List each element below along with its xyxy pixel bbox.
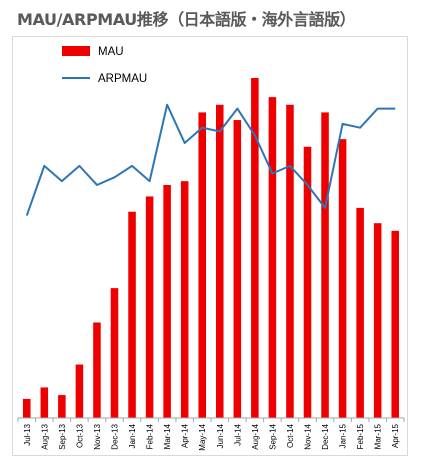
mau-bar-nov-14: [303, 146, 312, 418]
legend-mau-swatch: [62, 46, 90, 56]
x-tick-label-oct-14: Oct-14: [286, 423, 295, 448]
mau-bar-aug-13: [40, 387, 49, 418]
x-tick-label-jul-13: Jul-13: [23, 423, 32, 445]
x-tick-label-may-14: May-14: [198, 423, 207, 450]
mau-bar-jul-14: [233, 120, 242, 418]
x-tick-label-nov-13: Nov-13: [93, 423, 102, 449]
chart-frame: [12, 36, 408, 456]
x-tick-label-jul-14: Jul-14: [233, 423, 242, 445]
x-tick-label-nov-14: Nov-14: [304, 423, 313, 449]
legend-arpmau-label: ARPMAU: [98, 73, 147, 85]
x-tick-label-apr-14: Apr-14: [181, 423, 190, 448]
mau-bar-apr-14: [180, 181, 189, 418]
mau-bar-jun-14: [216, 104, 224, 418]
x-tick-label-dec-14: Dec-14: [321, 423, 330, 449]
x-tick-label-sep-13: Sep-13: [58, 423, 67, 449]
x-tick-label-feb-14: Feb-14: [146, 423, 155, 449]
mau-bar-sep-13: [58, 395, 66, 418]
x-tick-label-mar-14: Mar-14: [163, 423, 172, 449]
x-tick-label-oct-13: Oct-13: [75, 423, 84, 448]
x-tick-labels: Jul-13 Aug-13 Sep-13 Oct-13 Nov-13 Dec-13 Jan-…: [23, 423, 400, 450]
arpmau-line: [25, 103, 396, 216]
mau-bar-sep-14: [268, 97, 277, 419]
mau-bar-jul-13: [23, 398, 31, 418]
mau-bar-mar-14: [163, 184, 171, 418]
mau-bar-oct-14: [286, 104, 294, 418]
mau-bar-aug-14: [251, 78, 259, 419]
x-axis: [17, 417, 405, 422]
chart-title: MAU/ARPMAU推移（日本語版・海外言語版）: [17, 10, 356, 29]
arpmau-line-layer: [25, 103, 396, 216]
legend-mau-label: MAU: [98, 46, 124, 58]
mau-bar-dec-14: [321, 112, 329, 419]
mau-bars: [23, 78, 399, 419]
mau-bar-jan-14: [128, 211, 136, 418]
x-tick-label-feb-15: Feb-15: [356, 423, 365, 449]
legend: MAU ARPMAU: [62, 46, 147, 85]
x-tick-label-sep-14: Sep-14: [268, 423, 277, 449]
mau-bar-may-14: [198, 112, 206, 419]
x-tick-label-dec-13: Dec-13: [111, 423, 120, 449]
mau-bar-nov-13: [93, 322, 101, 418]
x-tick-label-jun-14: Jun-14: [216, 423, 225, 448]
x-tick-label-jan-15: Jan-15: [339, 423, 348, 448]
x-tick-label-aug-13: Aug-13: [40, 423, 49, 449]
x-tick-label-jan-14: Jan-14: [128, 423, 137, 448]
mau-bar-feb-15: [356, 207, 364, 418]
mau-bar-apr-15: [391, 230, 399, 418]
x-tick-label-aug-14: Aug-14: [251, 423, 260, 449]
mau-bar-jan-15: [338, 139, 347, 418]
mau-bar-oct-13: [75, 364, 84, 418]
x-tick-label-apr-15: Apr-15: [391, 423, 400, 448]
mau-bar-feb-14: [145, 196, 154, 418]
mau-bar-mar-15: [373, 223, 382, 418]
x-tick-label-mar-15: Mar-15: [374, 423, 383, 449]
mau-bar-dec-13: [110, 288, 119, 418]
